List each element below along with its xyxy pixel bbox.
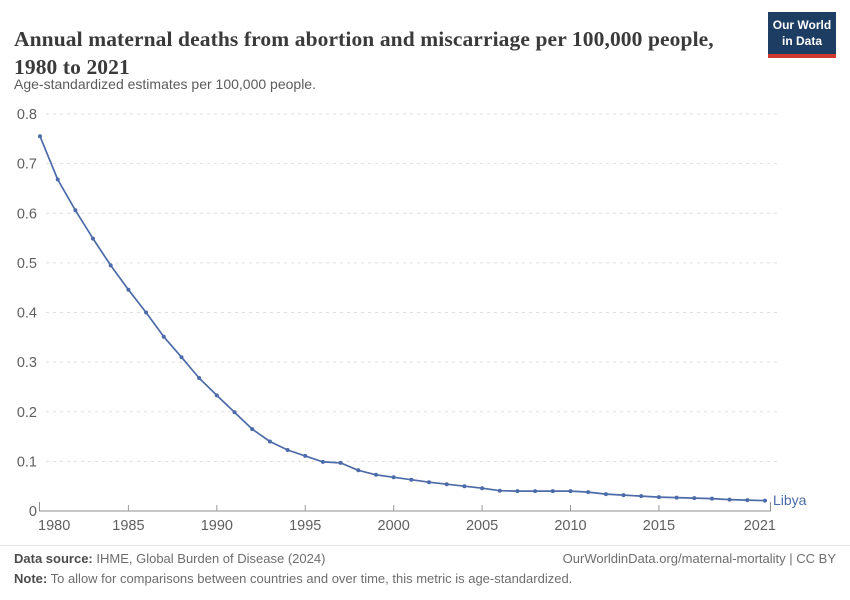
y-tick-label-0: 0	[29, 504, 37, 520]
data-point-2006[interactable]	[497, 488, 502, 493]
data-point-1984[interactable]	[108, 263, 113, 268]
data-point-1998[interactable]	[356, 468, 361, 473]
data-point-1999[interactable]	[374, 472, 378, 477]
data-point-1982[interactable]	[73, 208, 78, 213]
data-point-1989[interactable]	[197, 376, 202, 380]
data-point-2012[interactable]	[603, 492, 608, 497]
data-point-1990[interactable]	[214, 393, 219, 398]
y-tick-label-0.1: 0.1	[17, 454, 37, 470]
x-tick-label-2021: 2021	[744, 518, 776, 534]
data-point-2020[interactable]	[745, 498, 750, 503]
data-point-2016[interactable]	[674, 495, 679, 500]
data-point-2002[interactable]	[427, 480, 431, 485]
y-tick-label-0.5: 0.5	[17, 256, 37, 272]
y-tick-label-0.4: 0.4	[17, 306, 37, 322]
data-point-1993[interactable]	[267, 439, 272, 444]
data-point-1981[interactable]	[55, 177, 60, 182]
data-point-1987[interactable]	[161, 334, 166, 339]
y-tick-label-0.2: 0.2	[17, 405, 37, 421]
data-point-2010[interactable]	[568, 489, 573, 494]
data-point-2005[interactable]	[480, 486, 485, 491]
data-point-2018[interactable]	[710, 496, 714, 501]
note-label: Note:	[14, 571, 48, 586]
line-chart[interactable]: 0 0.1 0.2 0.3 0.4 0.5 0.6 0.7 0.8 1980 1985 1990 199…	[0, 95, 850, 550]
x-tick-label-1995: 1995	[289, 518, 321, 534]
data-point-2017[interactable]	[692, 496, 697, 501]
data-point-2014[interactable]	[639, 494, 644, 499]
y-tick-label-0.3: 0.3	[17, 355, 37, 371]
data-point-2007[interactable]	[515, 489, 520, 494]
license-line: OurWorldinData.org/maternal-mortality | …	[562, 551, 836, 566]
data-point-1985[interactable]	[126, 287, 131, 292]
data-point-2011[interactable]	[586, 490, 591, 495]
data-point-2015[interactable]	[656, 495, 661, 500]
owid-logo-line1: Our World	[772, 18, 832, 32]
data-point-1983[interactable]	[91, 236, 95, 241]
y-tick-label-0.6: 0.6	[17, 206, 37, 222]
chart-subtitle: Age-standardized estimates per 100,000 p…	[14, 76, 316, 92]
data-point-1992[interactable]	[250, 427, 255, 432]
data-point-1997[interactable]	[338, 460, 343, 465]
data-point-2003[interactable]	[444, 482, 449, 487]
data-point-2019[interactable]	[727, 497, 732, 502]
data-point-2013[interactable]	[621, 493, 626, 498]
data-point-2001[interactable]	[409, 477, 414, 482]
x-tick-label-2000: 2000	[378, 518, 410, 534]
data-point-1980[interactable]	[38, 134, 42, 139]
data-point-2004[interactable]	[462, 484, 467, 489]
data-source-line: Data source: IHME, Global Burden of Dise…	[14, 551, 325, 566]
data-source-label: Data source:	[14, 551, 93, 566]
x-tick-label-2005: 2005	[466, 518, 498, 534]
data-point-1991[interactable]	[232, 410, 237, 415]
data-point-1994[interactable]	[285, 448, 290, 452]
x-tick-label-1985: 1985	[112, 518, 144, 534]
data-source-text: IHME, Global Burden of Disease (2024)	[92, 551, 326, 566]
chart-line-libya[interactable]	[39, 135, 766, 502]
data-point-2009[interactable]	[550, 489, 555, 494]
footer-divider	[0, 545, 850, 546]
data-point-2000[interactable]	[391, 475, 396, 480]
owid-logo: Our World in Data	[768, 12, 836, 59]
owid-logo-line2: in Data	[781, 33, 822, 48]
y-tick-label-0.7: 0.7	[17, 157, 37, 173]
note-line: Note: To allow for comparisons between c…	[14, 571, 572, 586]
note-text: To allow for comparisons between countri…	[47, 571, 573, 586]
x-tick-label-1980: 1980	[38, 518, 70, 534]
data-point-1988[interactable]	[179, 355, 184, 360]
data-point-2008[interactable]	[533, 489, 538, 494]
x-tick-label-2010: 2010	[554, 518, 586, 534]
page-title: Annual maternal deaths from abortion and…	[14, 27, 714, 80]
series-label-libya[interactable]: Libya	[773, 492, 807, 508]
data-point-2021[interactable]	[763, 498, 767, 503]
data-point-1986[interactable]	[144, 310, 149, 315]
x-tick-label-2015: 2015	[643, 518, 675, 534]
data-point-1995[interactable]	[303, 453, 308, 458]
y-tick-label-0.8: 0.8	[17, 107, 37, 123]
data-point-1996[interactable]	[320, 459, 325, 464]
x-tick-label-1990: 1990	[201, 518, 233, 534]
